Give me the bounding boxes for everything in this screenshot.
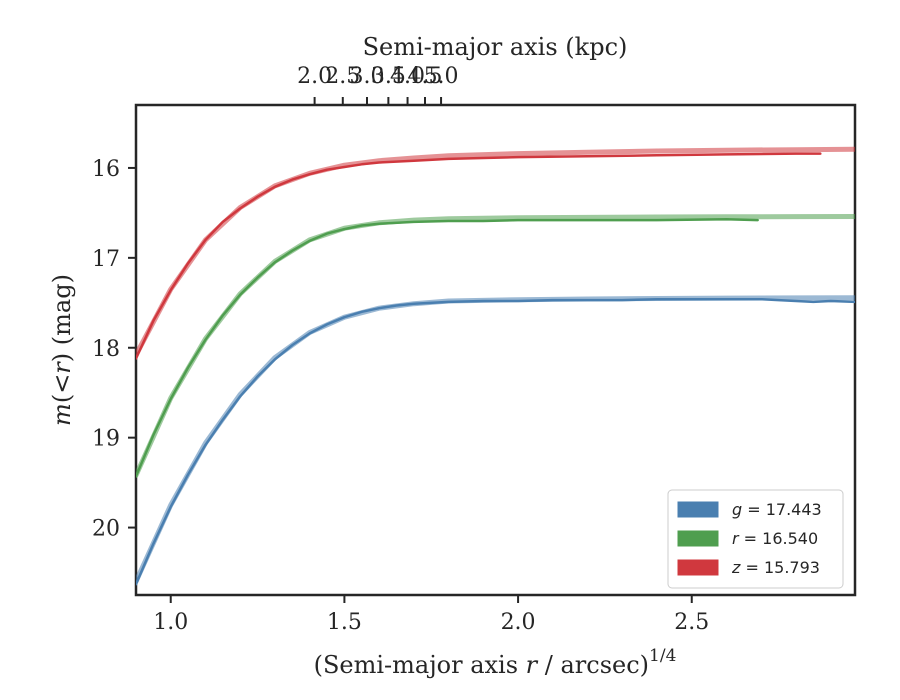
x-tick-label: 1.5 [327,610,362,635]
x-axis-title: (Semi-major axis r / arcsec)1/4 [314,646,677,679]
legend-swatch-r [677,530,719,547]
x-tick-label: 2.0 [501,610,536,635]
legend: g = 17.443 r = 16.540 z = 15.793 [667,489,844,589]
y-tick-label: 19 [92,427,120,452]
y-tick-label: 17 [92,247,120,272]
top-axis-title: Semi-major axis (kpc) [363,33,628,61]
series-layer [136,146,855,586]
y-tick-label: 18 [92,337,120,362]
y-tick-label: 16 [92,157,120,182]
tick-layer: 1.0 1.5 2.0 2.516171819202.02.53.03.54.04.5… [92,64,709,635]
top-tick-label: 4.5 [408,64,443,89]
series-measured-r [136,217,759,478]
series-model-z [136,146,855,358]
top-tick-label: 3.5 [371,64,406,89]
top-tick-label: 5.0 [424,64,459,89]
top-tick-label: 4.0 [390,64,425,89]
legend-label-g: g = 17.443 [732,500,822,519]
x-tick-label: 2.5 [674,610,709,635]
top-tick-label: 2.5 [325,64,360,89]
y-tick-label: 20 [92,517,120,542]
legend-label-r: r = 16.540 [732,529,818,548]
top-tick-label: 3.0 [350,64,385,89]
y-axis-title: m(<r) (mag) [48,274,76,426]
series-measured-z [136,152,822,360]
legend-swatch-g [677,501,719,518]
legend-swatch-z [677,559,719,576]
legend-label-z: z = 15.793 [731,558,820,577]
x-tick-label: 1.0 [153,610,188,635]
series-measured-g [136,297,855,586]
top-tick-label: 2.0 [297,64,332,89]
